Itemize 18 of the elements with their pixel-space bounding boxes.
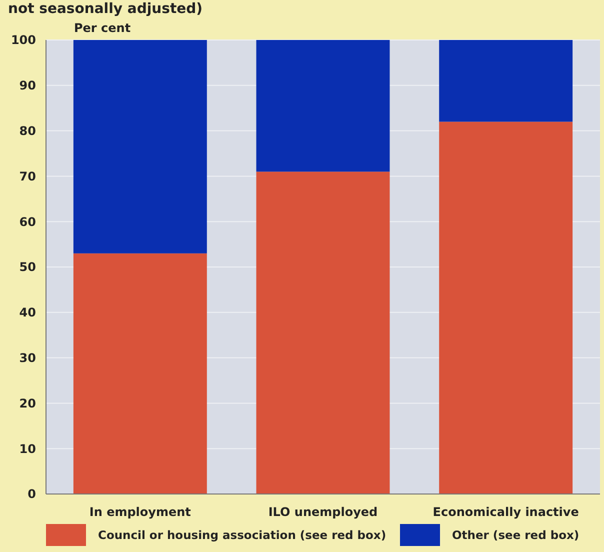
x-tick-label: ILO unemployed bbox=[268, 505, 378, 519]
y-tick-label: 70 bbox=[19, 169, 36, 184]
y-tick-label: 10 bbox=[19, 442, 36, 456]
y-tick-label: 60 bbox=[19, 214, 36, 229]
y-tick-label: 100 bbox=[10, 33, 36, 48]
y-tick-label: 50 bbox=[19, 260, 36, 274]
y-axis-title: Per cent bbox=[74, 21, 131, 35]
y-tick-label: 0 bbox=[28, 487, 36, 502]
y-tick-label: 30 bbox=[19, 351, 36, 365]
x-tick-label: Economically inactive bbox=[432, 505, 579, 519]
y-tick-label: 20 bbox=[19, 396, 36, 410]
legend-label: Council or housing association (see red box) bbox=[98, 528, 386, 542]
y-tick-label: 80 bbox=[19, 124, 36, 138]
y-tick-label: 90 bbox=[19, 78, 36, 93]
chart-title: not seasonally adjusted) bbox=[8, 1, 203, 17]
legend-label: Other (see red box) bbox=[452, 528, 580, 542]
y-tick-label: 40 bbox=[19, 306, 36, 320]
x-tick-label: In employment bbox=[89, 505, 192, 519]
